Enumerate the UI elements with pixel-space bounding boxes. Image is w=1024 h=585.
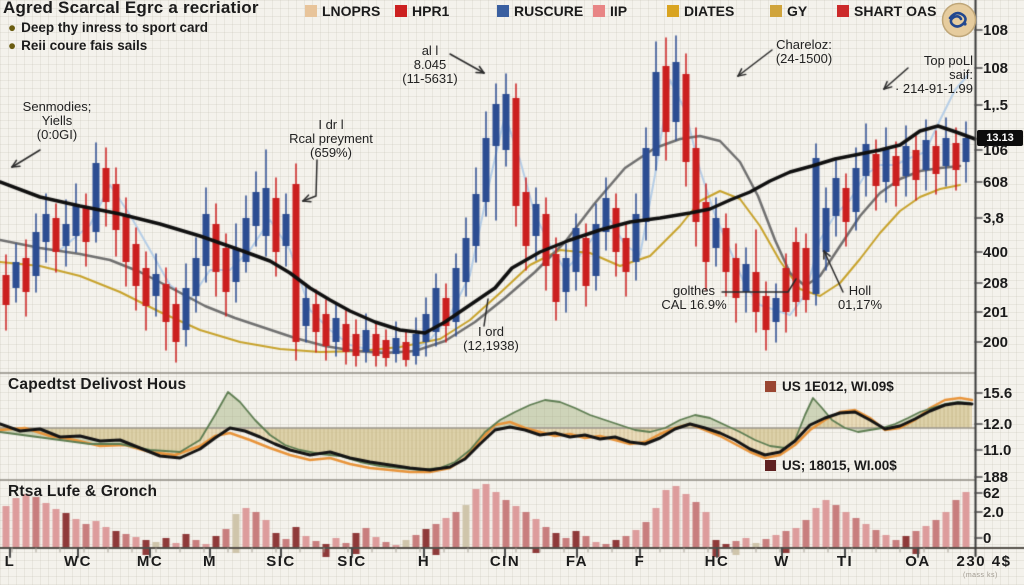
x-axis-label: SIC	[266, 553, 296, 570]
y-axis-label: 2.0	[983, 504, 1004, 521]
legend-item-shart-oas: SHART OAS	[837, 3, 937, 19]
annotation: al l 8.045 (11-5631)	[402, 43, 458, 86]
bullet-icon: ●	[8, 38, 17, 53]
axis-footnote: (mass ks)	[963, 572, 998, 579]
annotation: I ord (12,1938)	[463, 324, 519, 353]
legend-item-lnoprs: LNOPRS	[305, 3, 381, 19]
x-axis-label: SIC	[337, 553, 367, 570]
x-axis-label: L	[4, 553, 16, 570]
y-axis-label: 3,8	[983, 210, 1004, 227]
legend-label: LNOPRS	[322, 3, 381, 19]
x-axis-label: CIN	[489, 553, 521, 570]
x-axis-label: 230 4$	[956, 553, 1012, 570]
x-axis-label: H	[417, 553, 431, 570]
legend-item-ruscure: RUSCURE	[497, 3, 584, 19]
volume-panel-title: Rtsa Lufe & Gronch	[8, 483, 158, 500]
legend-swatch-icon	[395, 5, 407, 17]
legend-label: US 1E012, WI.09$	[782, 379, 894, 394]
page-title: Agred Scarcal Egrc a recriatior	[3, 0, 259, 17]
legend-item-iip: IIP	[593, 3, 628, 19]
legend-swatch-icon	[305, 5, 317, 17]
sub-legend-item: US; 18015, WI.00$	[765, 458, 897, 473]
y-axis-label: 12.0	[983, 416, 1013, 433]
legend-swatch-icon	[770, 5, 782, 17]
annotation: Chareloz: (24-1500)	[775, 37, 833, 66]
annotation: Top poLl saif: · 214-91-1.99	[894, 53, 973, 96]
y-axis-label: 108	[983, 60, 1009, 77]
legend-label: GY	[787, 3, 808, 19]
legend-label: RUSCURE	[514, 3, 584, 19]
legend-swatch-icon	[667, 5, 679, 17]
annotation: Holl 01,17%	[837, 283, 883, 312]
legend-item-diates: DIATES	[667, 3, 735, 19]
y-axis-label: 1,.5	[983, 97, 1009, 114]
annotation: golthes CAL 16.9%	[661, 283, 727, 312]
y-axis-label: 108	[983, 22, 1009, 39]
legend-swatch-icon	[765, 381, 776, 392]
legend-item-gy: GY	[770, 3, 808, 19]
y-axis-label: 400	[983, 244, 1009, 261]
bullet-icon: ●	[8, 20, 17, 35]
legend-label: DIATES	[684, 3, 735, 19]
legend-swatch-icon	[765, 460, 776, 471]
x-axis-label: TI	[836, 553, 854, 570]
y-axis-label: 15.6	[983, 385, 1013, 402]
bullet-item: ● Deep thy inress to sport card	[8, 20, 208, 35]
oscillator-panel-title: Capedtst Delivost Hous	[8, 376, 187, 393]
y-axis-label: 188	[983, 469, 1009, 486]
legend-label: SHART OAS	[854, 3, 937, 19]
x-axis-label: W	[774, 553, 790, 570]
x-axis-label: FA	[565, 553, 589, 570]
y-axis-label: 62	[983, 485, 1000, 502]
legend-label: US; 18015, WI.00$	[782, 458, 897, 473]
legend-swatch-icon	[497, 5, 509, 17]
x-axis-label: F	[634, 553, 646, 570]
x-axis-label: M	[203, 553, 217, 570]
legend-swatch-icon	[837, 5, 849, 17]
y-axis-label: 208	[983, 275, 1009, 292]
legend-item-hpr1: HPR1	[395, 3, 450, 19]
y-axis-label: 106	[983, 142, 1009, 159]
annotation: Senmodies; Yiells (0:0GI)	[22, 99, 92, 142]
y-axis-label: 608	[983, 174, 1009, 191]
sub-legend-item: US 1E012, WI.09$	[765, 379, 894, 394]
bullet-item: ● Reii coure fais sails	[8, 38, 148, 53]
x-axis-label: WC	[64, 553, 92, 570]
legend-label: IIP	[610, 3, 628, 19]
annotation: I dr l Rcal preyment (659%)	[289, 117, 373, 160]
y-axis-label: 201	[983, 304, 1009, 321]
x-axis-label: HC	[704, 553, 730, 570]
legend-label: HPR1	[412, 3, 450, 19]
legend-swatch-icon	[593, 5, 605, 17]
x-axis-label: OA	[905, 553, 931, 570]
y-axis-label: 0	[983, 530, 992, 547]
brand-logo-icon	[941, 2, 977, 38]
y-axis-label: 200	[983, 334, 1009, 351]
x-axis-label: MC	[136, 553, 164, 570]
y-axis-label: 11.0	[983, 442, 1012, 459]
last-price-badge: 13.13	[977, 130, 1023, 146]
